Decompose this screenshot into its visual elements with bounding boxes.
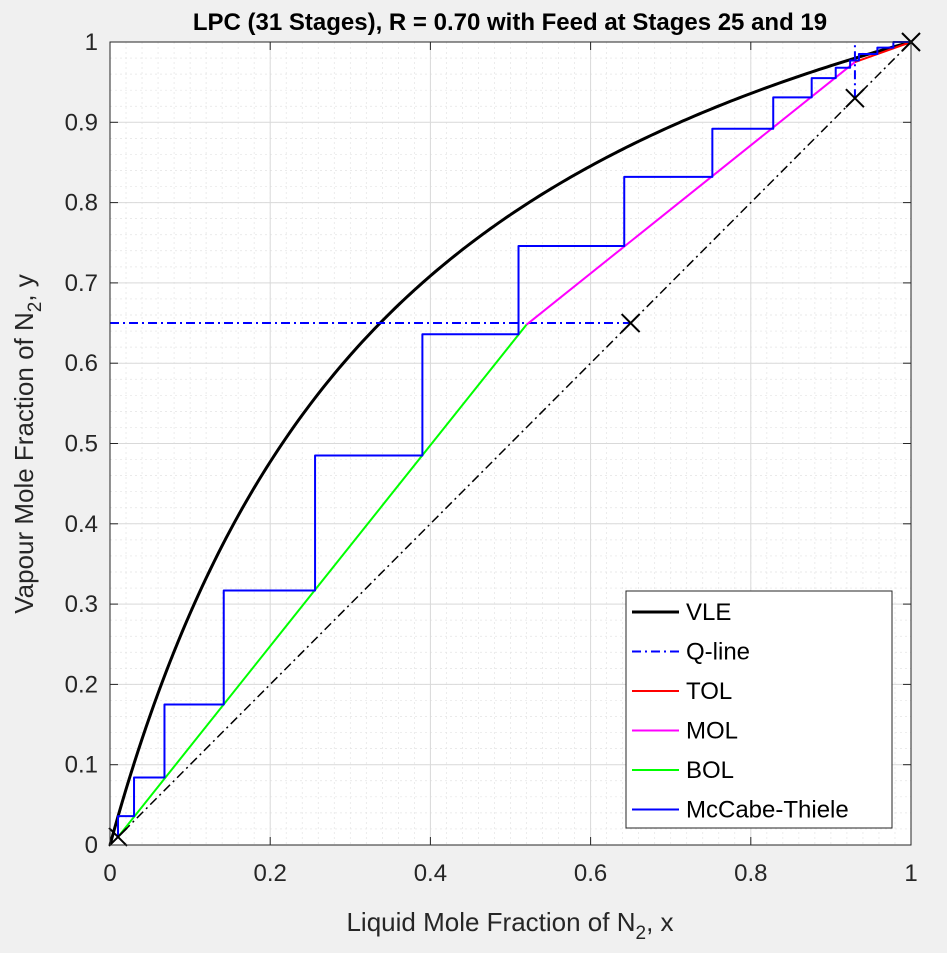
y-tick-label: 0 (85, 832, 98, 859)
y-tick-label: 0.7 (65, 270, 98, 297)
y-tick-label: 0.9 (65, 109, 98, 136)
legend-label: MOL (686, 718, 738, 745)
legend-label: BOL (686, 757, 734, 784)
y-tick-label: 0.3 (65, 591, 98, 618)
y-tick-label: 0.4 (65, 511, 98, 538)
series-mccabe-thiele (117, 41, 911, 837)
legend-entry: Q-line (632, 639, 750, 666)
legend-label: TOL (686, 678, 732, 705)
legend-label: McCabe-Thiele (686, 797, 849, 824)
series-tol (854, 41, 912, 64)
y-tick-label: 0.8 (65, 190, 98, 217)
x-tick-label: 0.4 (414, 860, 447, 887)
y-tick-label: 0.1 (65, 752, 98, 779)
y-tick-label: 0.5 (65, 431, 98, 458)
chart-title: LPC (31 Stages), R = 0.70 with Feed at S… (193, 9, 827, 36)
x-tick-label: 0.8 (734, 860, 767, 887)
cross-marker (620, 313, 641, 333)
legend-label: VLE (686, 599, 731, 626)
legend-entry: McCabe-Thiele (632, 797, 849, 824)
x-tick-label: 0 (103, 860, 116, 887)
series-mol (525, 61, 856, 326)
ticks-layer: 0 0.2 0.4 0.6 0.8 1 0 0.1 0.2 0.3 0.4 0.5 0.6 0.7 0.8 0… (65, 29, 918, 887)
y-axis-label: Vapour Mole Fraction of N2, y (9, 274, 46, 614)
y-tick-label: 1 (85, 29, 98, 56)
series-layer (108, 40, 912, 846)
cross-marker (108, 827, 128, 847)
legend: VLE Q-line TOL MOL BOL McCabe-Thiele (625, 590, 893, 829)
series-vle (108, 40, 912, 846)
legend-box (625, 590, 893, 829)
x-tick-label: 0.2 (254, 860, 287, 887)
x-axis-label: Liquid Mole Fraction of N2, x (346, 907, 673, 944)
series-diagonal (109, 41, 912, 846)
marker-layer (108, 32, 921, 847)
legend-entry: TOL (632, 678, 732, 705)
legend-entry: MOL (632, 718, 738, 745)
y-tick-label: 0.2 (65, 671, 98, 698)
x-tick-label: 1 (904, 860, 917, 887)
series-bol (117, 324, 528, 838)
legend-label: Q-line (686, 639, 750, 666)
x-tick-label: 0.6 (574, 860, 607, 887)
cross-marker (845, 88, 865, 108)
legend-entry: BOL (632, 757, 734, 784)
y-tick-label: 0.6 (65, 350, 98, 377)
legend-entry: VLE (632, 599, 731, 626)
